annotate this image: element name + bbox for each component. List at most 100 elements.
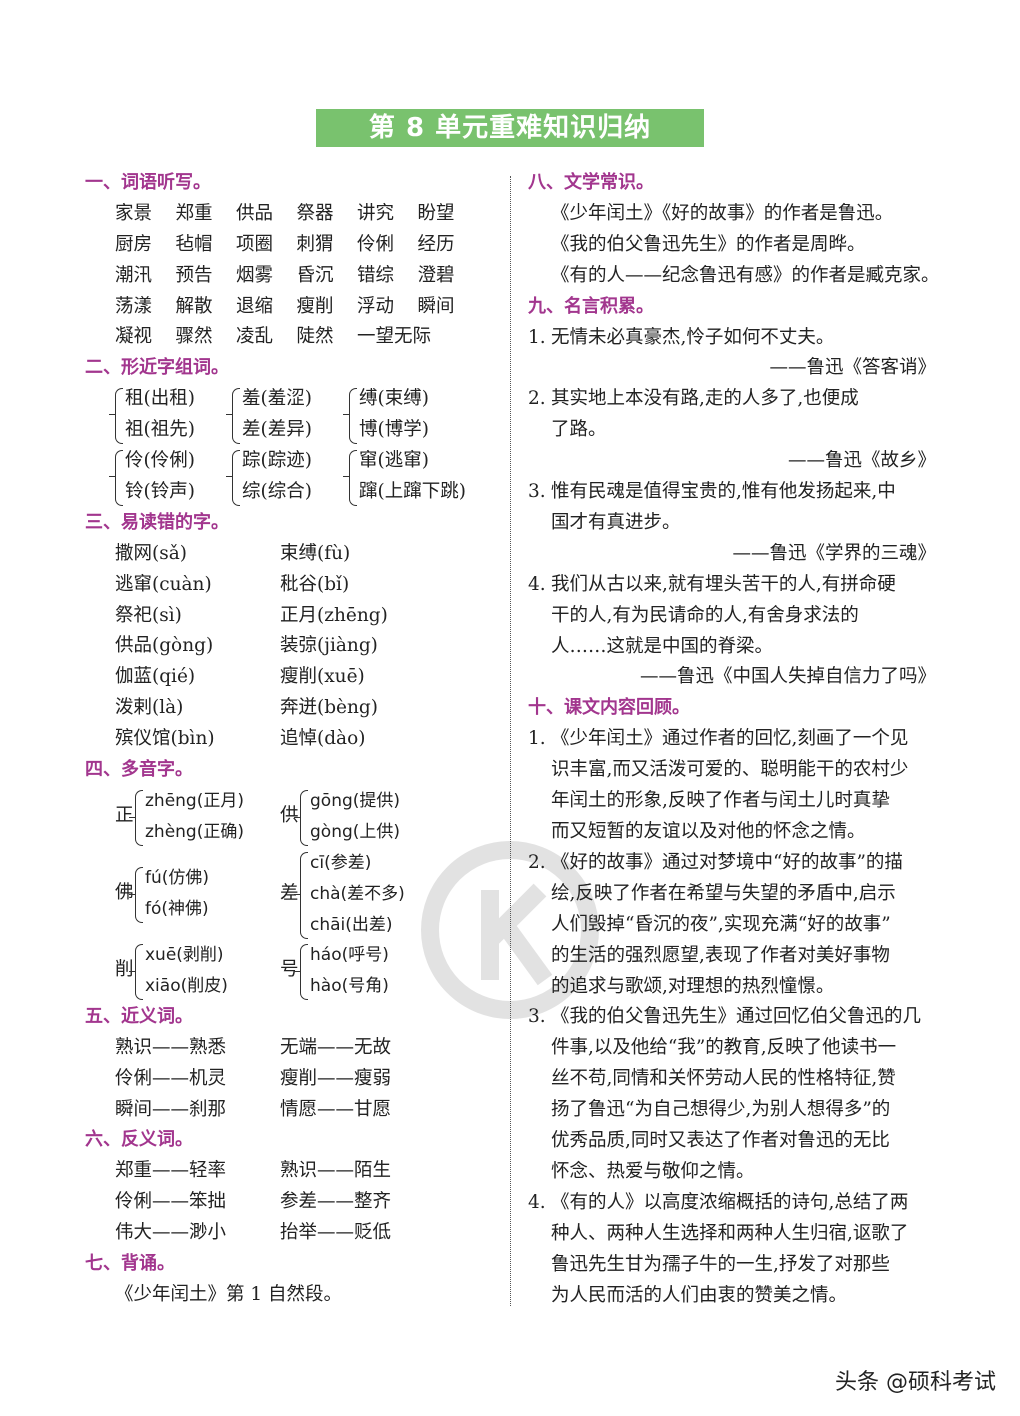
brace-group: 伶(伶俐) 铃(铃声) <box>109 446 195 508</box>
brace-item: 伶(伶俐) <box>125 450 195 472</box>
word: 瞬间 <box>417 295 455 317</box>
pinyin-item: 秕谷(bǐ) <box>280 573 350 595</box>
quote-source: ——鲁迅《故乡》 <box>787 450 936 472</box>
brace-icon <box>226 450 240 507</box>
word: 荡漾 <box>115 295 153 317</box>
review-line: 《有的人》以高度浓缩概括的诗句,总结了两 <box>551 1191 909 1213</box>
brace-group: 租(出租) 祖(祖先) <box>109 384 195 446</box>
brace-icon <box>109 388 123 445</box>
brace-item: 踪(踪迹) <box>242 450 312 472</box>
word-pair: 无端——无故 <box>280 1036 392 1058</box>
brace-item: 博(博学) <box>359 419 429 441</box>
word-pair: 伶俐——机灵 <box>115 1067 227 1089</box>
review-line: 年闰土的形象,反映了作者与闰土儿时真挚 <box>551 790 890 812</box>
word: 郑重 <box>175 202 213 224</box>
pinyin-item: 奔迸(bèng) <box>280 697 378 719</box>
quote-source: ——鲁迅《中国人失掉自信力了吗》 <box>639 666 936 688</box>
polyphone-reading: xuē(剥削) <box>145 944 224 965</box>
footer-attribution: 头条 @硕科考试 <box>835 1370 996 1395</box>
word: 退缩 <box>236 295 274 317</box>
left-column: 一、词语听写。 家景 郑重 供品 祭器 讲究 盼望 厨房 毡帽 项圈 刺猬 伶俐 经历 潮汛 预告 烟雾 昏沉 错… <box>85 168 505 1311</box>
section-heading: 六、反义词。 <box>85 1129 193 1151</box>
brace-group: 羞(羞涩) 差(差异) <box>226 384 312 446</box>
polyphone-readings: gōng(提供) gòng(上供) <box>294 786 401 848</box>
polyphone-reading: fú(仿佛) <box>145 867 210 888</box>
pinyin-item: 供品(gòng) <box>115 635 214 657</box>
word: 烟雾 <box>236 264 274 286</box>
quote-line: 惟有民魂是值得宝贵的,惟有他发扬起来,中 <box>551 481 896 503</box>
review-line: 《少年闰土》通过作者的回忆,刻画了一个见 <box>551 728 909 750</box>
brace-item: 蹿(上蹿下跳) <box>359 480 466 502</box>
word-pair: 抬举——贬低 <box>280 1222 392 1244</box>
word-pair: 情愿——甘愿 <box>280 1098 392 1120</box>
section-heading: 十、课文内容回顾。 <box>528 697 690 719</box>
word: 厨房 <box>115 233 153 255</box>
review-line: 人们毁掉“昏沉的夜”,实现充满“好的故事” <box>551 913 891 935</box>
item-number: 2. <box>528 851 546 873</box>
polyphone-reading: zhèng(正确) <box>145 821 244 842</box>
word: 澄碧 <box>417 264 455 286</box>
brace-item: 缚(束缚) <box>359 388 429 410</box>
quote-line: 其实地上本没有路,走的人多了,也便成 <box>551 388 859 410</box>
review-line: 《好的故事》通过对梦境中“好的故事”的描 <box>551 851 903 873</box>
brace-item: 羞(羞涩) <box>242 388 312 410</box>
word-pair: 参差——整齐 <box>280 1191 392 1213</box>
word-pair: 瞬间——刹那 <box>115 1098 227 1120</box>
brace-row: 伶(伶俐) 铃(铃声) 踪(踪迹) 综(综合) 窜(逃窜) 蹿(上蹿下跳) <box>85 446 505 508</box>
word: 骤然 <box>175 326 213 348</box>
polyphone-reading: háo(呼号) <box>310 944 389 965</box>
right-column: 八、文学常识。 《少年闰土》《好的故事》的作者是鲁迅。 《我的伯父鲁迅先生》的作者是… <box>528 168 940 1311</box>
section-heading: 九、名言积累。 <box>528 295 654 317</box>
word: 讲究 <box>357 202 395 224</box>
review-line: 扬了鲁迅“为自己想得少,为别人想得多”的 <box>551 1099 891 1121</box>
pinyin-row: 殡仪馆(bìn) 追悼(dào) <box>85 724 505 755</box>
quote-line: 了路。 <box>551 419 607 441</box>
polyphone-readings: fú(仿佛) fó(神佛) <box>129 863 210 925</box>
review-line: 种人、两种人生选择和两种人生归宿,讴歌了 <box>551 1222 909 1244</box>
review-line: 丝不苟,同情和关怀劳动人民的性格特征,赞 <box>551 1068 896 1090</box>
brace-icon <box>109 450 123 507</box>
word: 潮汛 <box>115 264 153 286</box>
quote-line: 无情未必真豪杰,怜子如何不丈夫。 <box>551 326 835 348</box>
pinyin-row: 伽蓝(qié) 瘦削(xuē) <box>85 662 505 693</box>
brace-tip <box>129 893 135 895</box>
review-line: 怀念、热爱与敬仰之情。 <box>551 1160 755 1182</box>
item-number: 4. <box>528 573 546 595</box>
section-heading: 二、形近字组词。 <box>85 357 229 379</box>
brace-row: 租(出租) 祖(祖先) 羞(羞涩) 差(差异) 缚(束缚) 博(博学) <box>85 384 505 446</box>
review-line: 绘,反映了作者在希望与失望的矛盾中,启示 <box>551 882 896 904</box>
section-heading: 七、背诵。 <box>85 1252 175 1274</box>
polyphone-reading: gòng(上供) <box>310 821 401 842</box>
word: 解散 <box>175 295 213 317</box>
word-pair: 熟识——陌生 <box>280 1160 392 1182</box>
word-pair: 熟识——熟悉 <box>115 1036 227 1058</box>
pinyin-row: 供品(gòng) 装弶(jiàng) <box>85 631 505 662</box>
review-item: 2. 《好的故事》通过对梦境中“好的故事”的描 绘,反映了作者在希望与失望的矛盾中,… <box>528 848 936 1003</box>
word: 伶俐 <box>357 233 395 255</box>
pinyin-item: 逃窜(cuàn) <box>115 573 212 595</box>
word: 预告 <box>175 264 213 286</box>
brace-tip <box>294 816 300 818</box>
polyphone-reading: chà(差不多) <box>310 883 405 904</box>
review-line: 的追求与歌颂,对理想的热烈憧憬。 <box>551 975 835 997</box>
brace-icon <box>294 851 308 939</box>
word: 供品 <box>236 202 274 224</box>
polyphone-readings: háo(呼号) hào(号角) <box>294 940 389 1002</box>
literature-fact: 《少年闰土》《好的故事》的作者是鲁迅。 <box>551 202 894 224</box>
word: 凌乱 <box>236 326 274 348</box>
quote-line: 人……这就是中国的脊梁。 <box>551 635 774 657</box>
pinyin-row: 撒网(sǎ) 束缚(fù) <box>85 539 505 570</box>
brace-group: 踪(踪迹) 综(综合) <box>226 446 312 508</box>
pinyin-row: 祭祀(sì) 正月(zhēng) <box>85 601 505 632</box>
review-line: 识丰富,而又活泼可爱的、聪明能干的农村少 <box>551 759 909 781</box>
pinyin-item: 追悼(dào) <box>280 728 366 750</box>
brace-item: 租(出租) <box>125 388 195 410</box>
brace-group: 窜(逃窜) 蹿(上蹿下跳) <box>343 446 466 508</box>
polyphone-reading: chāi(出差) <box>310 914 393 935</box>
quote-item: 2. 其实地上本没有路,走的人多了,也便成 了路。 ——鲁迅《故乡》 <box>528 384 936 477</box>
quote-item: 1. 无情未必真豪杰,怜子如何不丈夫。 ——鲁迅《答客诮》 <box>528 323 936 385</box>
pinyin-item: 正月(zhēng) <box>280 604 388 626</box>
word-pair-row: 伶俐——机灵 瘦削——瘦弱 <box>85 1064 505 1095</box>
pinyin-item: 瘦削(xuē) <box>280 666 365 688</box>
quote-line: 干的人,有为民请命的人,有舍身求法的 <box>551 604 859 626</box>
